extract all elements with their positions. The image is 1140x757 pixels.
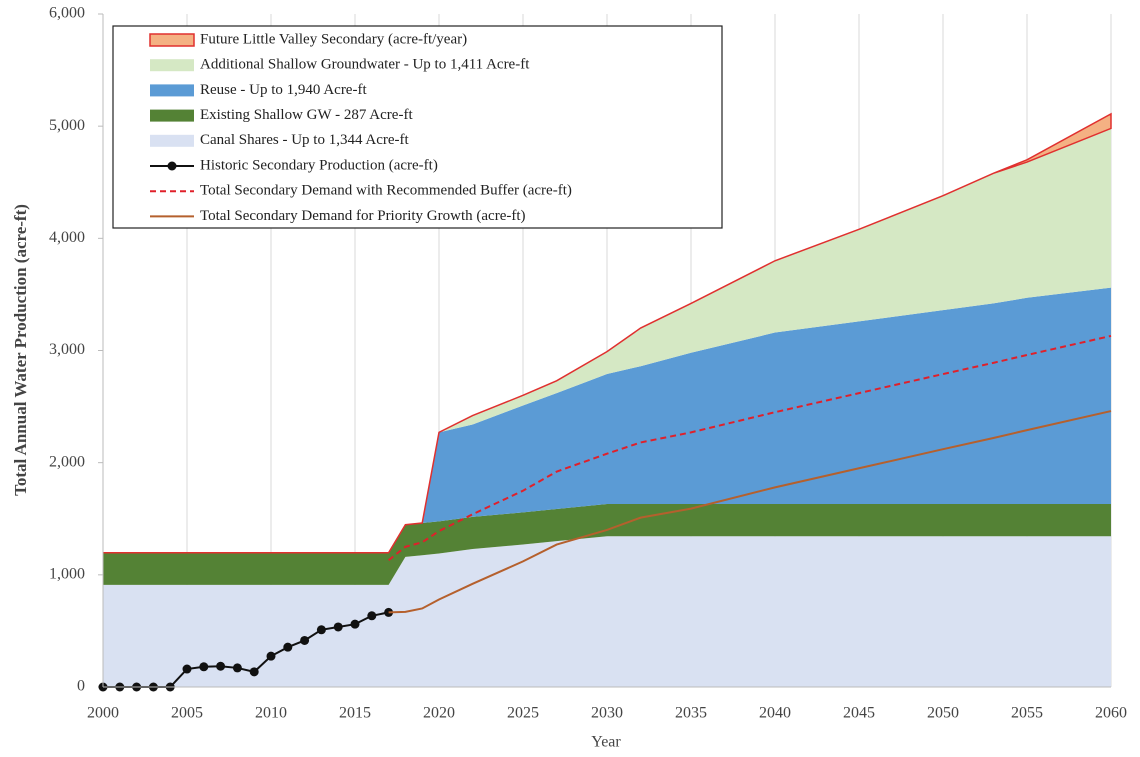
- x-tick-label: 2015: [339, 705, 371, 722]
- legend-box: [112, 25, 723, 229]
- legend-marker: [167, 161, 177, 171]
- line: [388, 410, 1112, 614]
- marker: [249, 667, 259, 677]
- legend-label: Historic Secondary Production (acre-ft): [200, 157, 438, 173]
- legend-label: Total Secondary Demand with Recommended …: [200, 183, 572, 199]
- area: [103, 287, 1111, 553]
- x-tick-label: 2030: [591, 705, 623, 722]
- y-tick-label: 6,000: [49, 5, 85, 22]
- marker: [333, 622, 343, 632]
- area: [103, 128, 1111, 553]
- legend-swatch: [149, 33, 195, 47]
- x-tick-label: 2005: [171, 705, 203, 722]
- x-tick-label: 2050: [927, 705, 959, 722]
- marker: [350, 619, 360, 629]
- x-tick-label: 2055: [1011, 705, 1043, 722]
- marker: [316, 625, 326, 635]
- marker: [300, 635, 310, 645]
- legend-swatch: [150, 84, 194, 97]
- x-tick-label: 2040: [759, 705, 791, 722]
- area: [103, 536, 1111, 687]
- x-axis-label: Year: [591, 734, 621, 751]
- x-tick-label: 2025: [507, 705, 539, 722]
- marker: [216, 661, 226, 671]
- marker: [182, 664, 192, 674]
- marker: [266, 651, 276, 661]
- y-tick-label: 1,000: [49, 566, 85, 583]
- y-axis-label: Total Annual Water Production (acre-ft): [11, 204, 30, 496]
- x-tick-label: 2020: [423, 705, 455, 722]
- y-tick-label: 2,000: [49, 453, 85, 470]
- area: [103, 112, 1112, 554]
- y-tick-label: 0: [77, 678, 85, 695]
- x-tick-label: 2000: [87, 705, 119, 722]
- legend: Future Little Valley Secondary (acre-ft/…: [112, 25, 723, 229]
- marker: [199, 662, 209, 672]
- area: [103, 504, 1111, 585]
- legend-swatch: [150, 59, 194, 72]
- x-tick-label: 2045: [843, 705, 875, 722]
- y-tick-label: 3,000: [49, 341, 85, 358]
- x-tick-label: 2035: [675, 705, 707, 722]
- legend-label: Additional Shallow Groundwater - Up to 1…: [200, 57, 530, 73]
- y-tick-label: 5,000: [49, 117, 85, 134]
- y-tick-label: 4,000: [49, 229, 85, 246]
- marker: [367, 611, 377, 621]
- legend-label: Future Little Valley Secondary (acre-ft/…: [200, 31, 467, 47]
- legend-label: Existing Shallow GW - 287 Acre-ft: [200, 107, 413, 123]
- areas: [103, 112, 1112, 687]
- marker: [232, 663, 242, 673]
- x-tick-label: 2060: [1095, 705, 1127, 722]
- marker: [283, 642, 293, 652]
- legend-label: Total Secondary Demand for Priority Grow…: [200, 208, 526, 224]
- x-tick-label: 2010: [255, 705, 287, 722]
- legend-swatch: [150, 134, 194, 147]
- legend-label: Canal Shares - Up to 1,344 Acre-ft: [200, 132, 410, 148]
- legend-swatch: [150, 109, 194, 122]
- legend-label: Reuse - Up to 1,940 Acre-ft: [200, 82, 367, 98]
- line: [387, 334, 1112, 562]
